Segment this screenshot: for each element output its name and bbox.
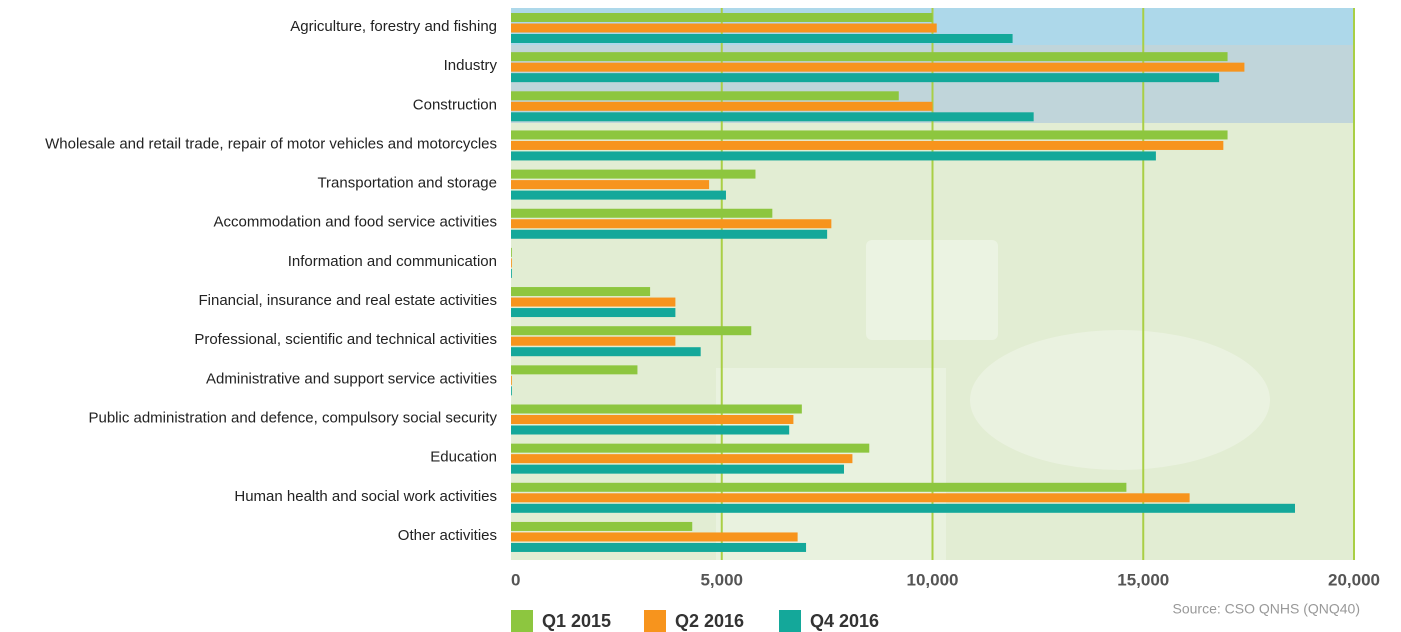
category-label: Construction xyxy=(413,96,497,113)
bar xyxy=(511,425,790,435)
x-tick-label: 20,000 xyxy=(1328,570,1380,589)
legend-swatch xyxy=(644,610,666,632)
bar xyxy=(511,180,710,190)
category-label: Education xyxy=(430,449,497,466)
bar xyxy=(511,140,1224,150)
decor-wall xyxy=(716,368,946,560)
bar xyxy=(511,365,638,375)
bar xyxy=(511,130,1228,140)
bar xyxy=(511,532,798,542)
bar xyxy=(511,386,512,396)
legend-label: Q2 2016 xyxy=(675,611,744,631)
bar xyxy=(511,415,794,424)
x-tick-label: 5,000 xyxy=(700,570,743,589)
category-label: Other activities xyxy=(398,527,497,544)
bar xyxy=(511,482,1127,492)
legend-label: Q4 2016 xyxy=(810,611,879,631)
source: Source: CSO QNHS (QNQ40) xyxy=(1173,601,1361,617)
x-tick-label: 15,000 xyxy=(1117,570,1169,589)
bar xyxy=(511,23,937,33)
bar xyxy=(511,34,1013,43)
bar xyxy=(511,101,933,111)
legend-label: Q1 2015 xyxy=(542,611,611,631)
bar xyxy=(511,287,651,297)
bar xyxy=(511,13,933,22)
bar xyxy=(511,268,512,278)
bar xyxy=(511,454,853,464)
bar xyxy=(511,493,1190,503)
bar xyxy=(511,375,512,385)
category-label: Human health and social work activities xyxy=(234,488,497,505)
bar xyxy=(511,258,512,268)
category-label: Financial, insurance and real estate act… xyxy=(199,292,498,309)
bar xyxy=(511,404,802,414)
bar xyxy=(511,247,512,257)
category-label: Information and communication xyxy=(288,253,497,270)
bar xyxy=(511,542,807,552)
bar xyxy=(511,347,701,357)
bar xyxy=(511,151,1156,161)
legend-swatch xyxy=(511,610,533,632)
bar xyxy=(511,219,832,229)
bar xyxy=(511,443,870,453)
category-label: Professional, scientific and technical a… xyxy=(194,331,497,348)
bar xyxy=(511,190,726,200)
decor-cow xyxy=(970,330,1270,470)
bar xyxy=(511,464,844,474)
bar xyxy=(511,326,752,336)
bar xyxy=(511,62,1245,72)
bar xyxy=(511,297,676,307)
bar xyxy=(511,336,676,346)
x-tick-label: 10,000 xyxy=(907,570,959,589)
category-label: Industry xyxy=(444,57,498,74)
bar xyxy=(511,521,693,531)
legend-swatch xyxy=(779,610,801,632)
category-label: Accommodation and food service activitie… xyxy=(214,214,497,231)
bar xyxy=(511,503,1295,513)
category-label: Administrative and support service activ… xyxy=(206,370,497,387)
x-tick-label: 0 xyxy=(511,570,520,589)
bar xyxy=(511,308,676,318)
category-label: Wholesale and retail trade, repair of mo… xyxy=(45,135,497,152)
bar xyxy=(511,208,773,218)
bar xyxy=(511,229,828,239)
bar xyxy=(511,73,1220,83)
bar xyxy=(511,112,1034,122)
bar xyxy=(511,91,899,101)
category-label: Transportation and storage xyxy=(317,175,497,192)
category-label: Agriculture, forestry and fishing xyxy=(290,18,497,35)
bar xyxy=(511,52,1228,62)
category-label: Public administration and defence, compu… xyxy=(88,409,497,426)
bar xyxy=(511,169,756,179)
